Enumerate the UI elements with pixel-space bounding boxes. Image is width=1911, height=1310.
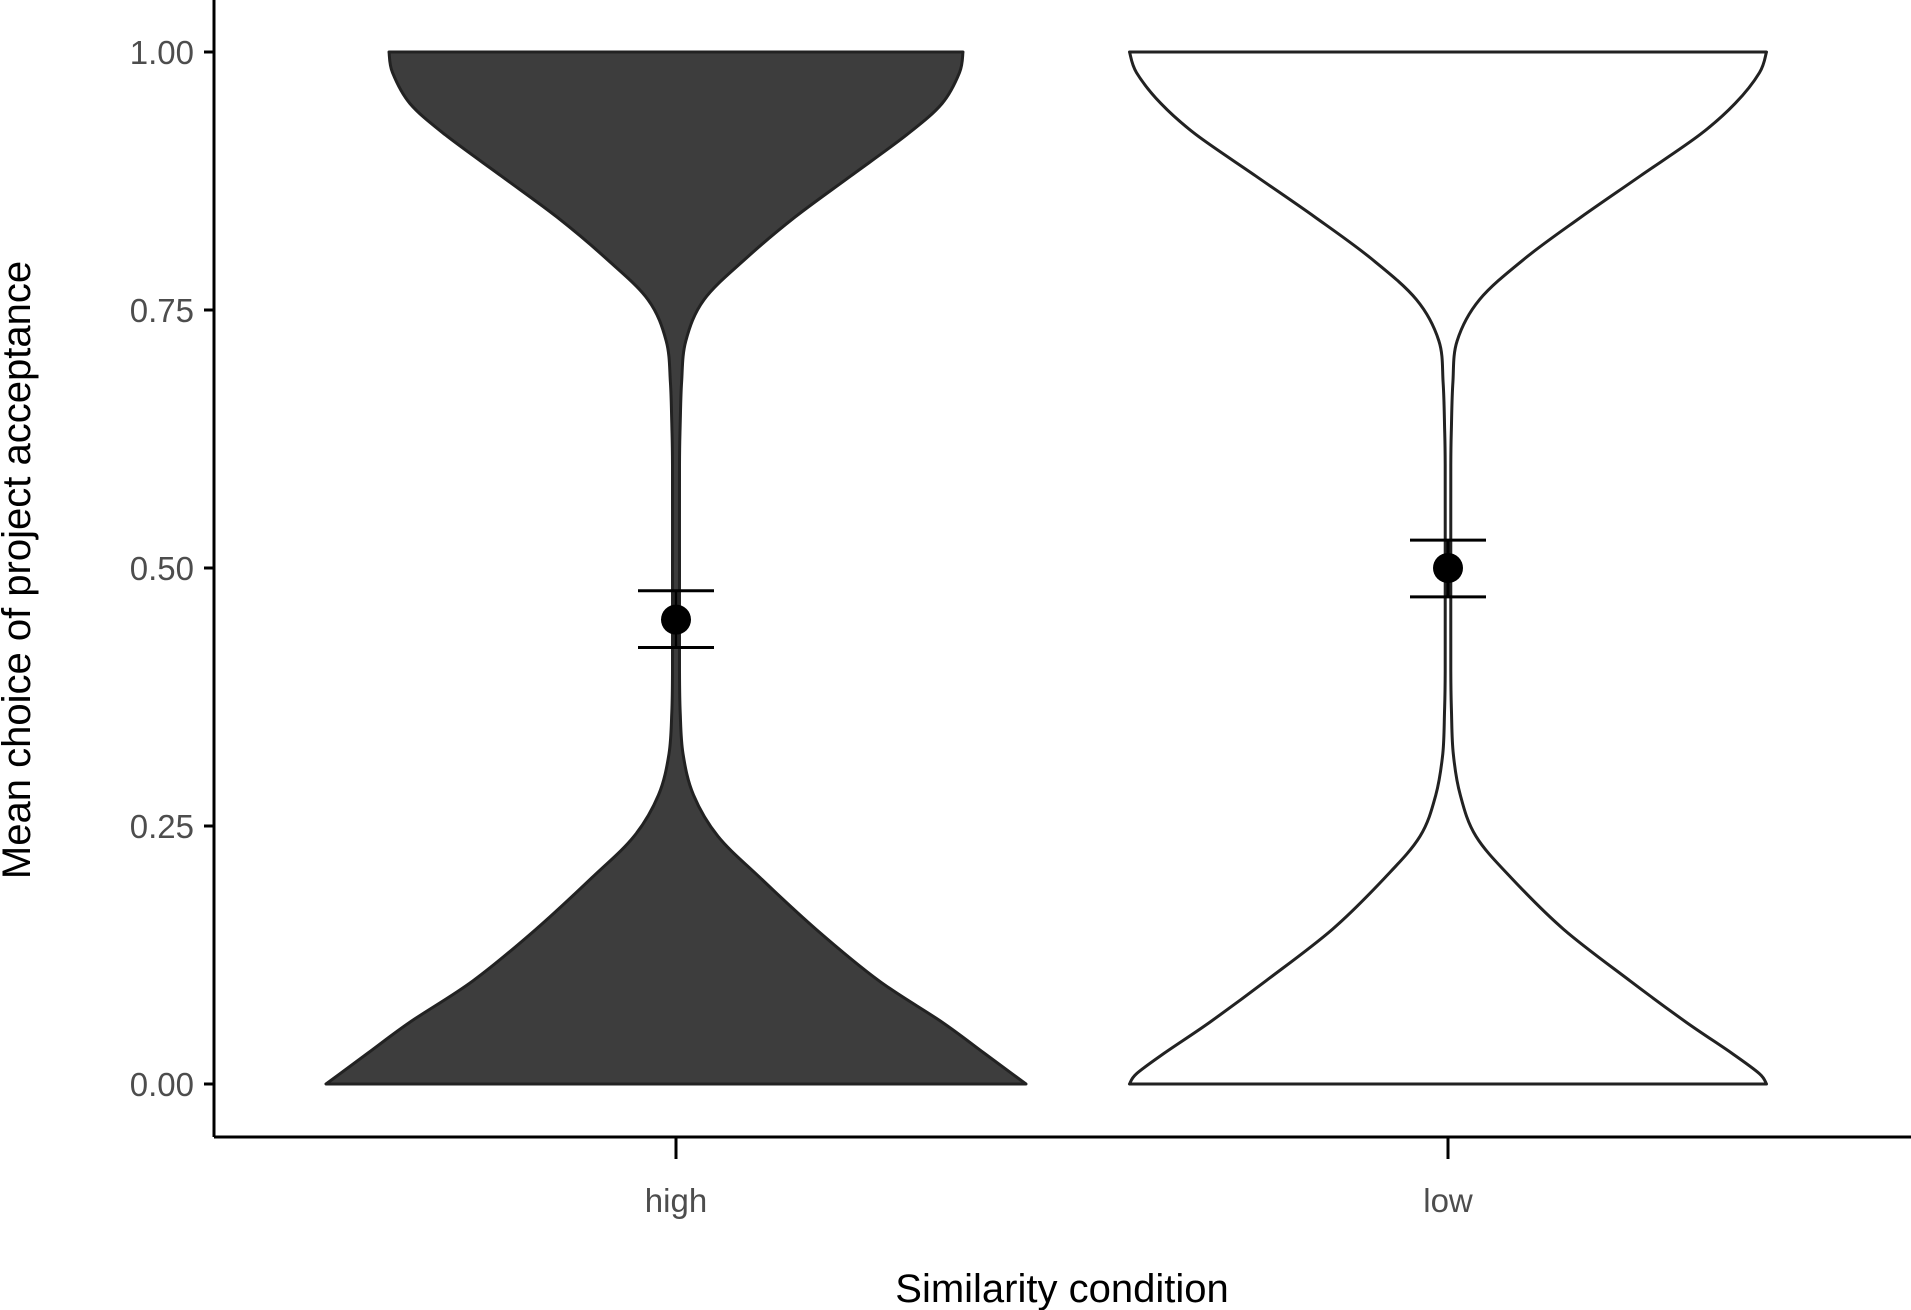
y-tick-label: 0.50 bbox=[130, 550, 194, 587]
violin-high bbox=[324, 50, 1028, 1086]
violins-layer bbox=[324, 50, 1768, 1086]
y-tick-label: 1.00 bbox=[130, 34, 194, 71]
x-tick-label-high: high bbox=[645, 1182, 707, 1219]
y-axis-title: Mean choice of project acceptance bbox=[0, 261, 39, 879]
mean-points-layer bbox=[661, 553, 1463, 635]
y-tick-label: 0.75 bbox=[130, 292, 194, 329]
mean-point-low bbox=[1433, 553, 1463, 583]
y-ticks-layer: 0.00 0.25 0.50 0.75 1.00 bbox=[130, 34, 214, 1103]
mean-point-high bbox=[661, 604, 691, 635]
error-bars-layer bbox=[638, 538, 1486, 649]
x-ticks-layer: high low bbox=[645, 1137, 1473, 1219]
y-tick-label: 0.25 bbox=[130, 808, 194, 845]
y-tick-label: 0.00 bbox=[130, 1066, 194, 1103]
x-axis-title: Similarity condition bbox=[895, 1267, 1228, 1310]
x-tick-label-low: low bbox=[1423, 1182, 1473, 1219]
